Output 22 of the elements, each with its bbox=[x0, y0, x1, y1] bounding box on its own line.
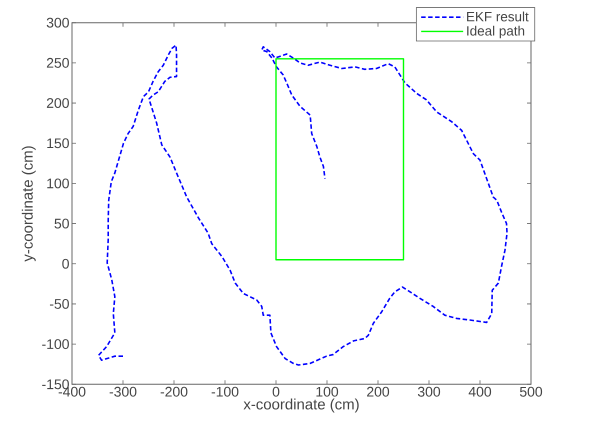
x-tick-label: 300 bbox=[418, 386, 440, 397]
y-axis-title: y-coordinate (cm) bbox=[22, 146, 36, 262]
y-tick-label: 0 bbox=[62, 258, 69, 269]
x-tick-label: -300 bbox=[110, 386, 136, 397]
y-tick-label: 200 bbox=[46, 98, 69, 108]
legend-label: Ideal path bbox=[467, 26, 524, 38]
x-tick-label: 0 bbox=[272, 386, 280, 397]
x-tick-label: 400 bbox=[468, 386, 492, 397]
y-tick-label: -100 bbox=[42, 339, 69, 350]
x-tick-label: 500 bbox=[520, 386, 542, 397]
y-tick-label: 50 bbox=[54, 218, 69, 229]
x-tick-label: 100 bbox=[316, 386, 338, 397]
y-tick-label: 150 bbox=[47, 138, 69, 148]
y-tick-label: -50 bbox=[50, 298, 69, 309]
x-tick-label: 200 bbox=[367, 386, 390, 397]
y-tick-label: 100 bbox=[47, 178, 69, 188]
x-tick-label: -200 bbox=[160, 386, 188, 397]
y-tick-label: 300 bbox=[46, 18, 69, 28]
x-axis-title: x-coordinate (cm) bbox=[244, 398, 359, 412]
legend-label: EKF result bbox=[467, 12, 529, 22]
y-tick-label: 250 bbox=[46, 58, 69, 68]
x-tick-label: -100 bbox=[212, 386, 238, 397]
